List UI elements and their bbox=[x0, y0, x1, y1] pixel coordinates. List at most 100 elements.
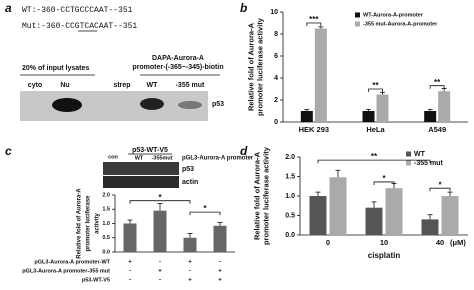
y-tick-label: 2.0 bbox=[102, 192, 110, 198]
significance-label: * bbox=[158, 193, 162, 202]
y-tick-label: 1.5 bbox=[285, 173, 295, 180]
row-label: pGL3-Aurora-A promoter-WT bbox=[34, 259, 110, 265]
significance-bracket bbox=[368, 88, 383, 92]
bar bbox=[153, 210, 167, 252]
row-sign: + bbox=[188, 260, 192, 266]
legend-swatch bbox=[406, 160, 411, 166]
significance-bracket bbox=[189, 211, 221, 216]
significance-label: ** bbox=[371, 152, 378, 161]
lane-label: cyto bbox=[28, 82, 42, 89]
y-tick-label: 1.0 bbox=[285, 193, 295, 200]
bar bbox=[365, 207, 383, 235]
x-tick-label: 40 bbox=[436, 238, 444, 247]
y-tick-label: 4 bbox=[274, 75, 278, 82]
row-sign: - bbox=[219, 260, 221, 266]
legend-label: -355 mut-Aurora-A-promoter bbox=[363, 21, 438, 27]
y-tick-label: 2 bbox=[274, 97, 278, 104]
blot-label: p53-WT-V5 bbox=[132, 147, 168, 154]
significance-bracket bbox=[317, 159, 431, 164]
bar bbox=[123, 223, 137, 252]
y-tick-label: 8 bbox=[274, 31, 278, 38]
panel-letter: d bbox=[240, 144, 248, 158]
blot-band bbox=[140, 98, 164, 110]
legend-swatch bbox=[355, 21, 360, 27]
row-sign: + bbox=[158, 269, 162, 275]
y-tick-label: 0.5 bbox=[285, 212, 295, 219]
lane-label: WT bbox=[147, 82, 159, 89]
significance-label: *** bbox=[309, 15, 319, 24]
significance-bracket bbox=[373, 181, 395, 185]
blot-band bbox=[52, 98, 82, 112]
row-label: p53-WT-V5 bbox=[82, 277, 110, 283]
band-label: actin bbox=[182, 179, 198, 186]
bar bbox=[385, 188, 403, 235]
x-unit: (μM) bbox=[450, 238, 466, 247]
lane-label: Nu bbox=[60, 82, 69, 89]
sequence: Mut:-360-CCGTCACAAT--351 bbox=[22, 22, 137, 31]
legend-swatch bbox=[406, 151, 411, 157]
bar bbox=[300, 111, 313, 122]
x-axis-label: cisplatin bbox=[368, 251, 401, 260]
x-tick-label: 10 bbox=[380, 238, 388, 247]
lane-label: -355 mut bbox=[176, 82, 205, 89]
bar bbox=[183, 237, 197, 252]
input-label: 20% of input lysates bbox=[22, 65, 89, 72]
row-sign: + bbox=[188, 278, 192, 284]
lane-label: strep bbox=[113, 82, 130, 89]
bar bbox=[376, 94, 389, 122]
y-tick-label: 1.5 bbox=[102, 207, 110, 213]
panel-letter: b bbox=[240, 1, 247, 15]
y-axis-label: Relative fold of Aurora-A bbox=[246, 22, 255, 111]
y-tick-label: 1.0 bbox=[102, 221, 110, 227]
bar bbox=[424, 111, 437, 122]
row-sign: - bbox=[159, 260, 161, 266]
x-tick-label: HeLa bbox=[366, 125, 385, 134]
dapa-label: DAPA-Aurora-A bbox=[152, 55, 204, 62]
significance-bracket bbox=[306, 22, 322, 26]
lane-label: WT bbox=[135, 155, 144, 161]
blot bbox=[103, 162, 179, 175]
y-tick-label: 10 bbox=[270, 9, 278, 16]
y-tick-label: 0.0 bbox=[285, 232, 295, 239]
row-sign: - bbox=[129, 278, 131, 284]
lane-label: con bbox=[108, 154, 118, 160]
x-tick-label: 0 bbox=[326, 238, 330, 247]
bar bbox=[309, 196, 327, 235]
bar bbox=[362, 111, 375, 122]
bar bbox=[329, 177, 347, 235]
y-tick-label: 0 bbox=[274, 119, 278, 126]
y-axis-label: Relative fold of Aurora-A bbox=[77, 188, 83, 259]
significance-bracket bbox=[429, 85, 445, 89]
legend-swatch bbox=[355, 12, 360, 18]
row-sign: - bbox=[189, 269, 191, 275]
y-axis-label: Relative fold of Aurora-A bbox=[252, 151, 261, 240]
bar bbox=[314, 28, 327, 122]
y-axis-label: activity bbox=[95, 213, 101, 234]
bar bbox=[441, 196, 459, 235]
panel-letter: a bbox=[5, 1, 12, 15]
bar bbox=[421, 219, 439, 235]
significance-bracket bbox=[429, 187, 451, 192]
row-sign: - bbox=[159, 278, 161, 284]
legend-label: WT-Aurora-A-promoter bbox=[363, 12, 424, 18]
significance-label: ** bbox=[372, 81, 379, 90]
row-sign: + bbox=[218, 269, 222, 275]
sequence: WT:-360-CCTGCCCAAT--351 bbox=[22, 6, 133, 15]
y-axis-label: promoter luciferase bbox=[86, 195, 92, 252]
x-tick-label: A549 bbox=[428, 125, 446, 134]
bar bbox=[438, 91, 451, 122]
significance-label: * bbox=[203, 204, 207, 213]
significance-label: * bbox=[438, 180, 442, 189]
band-label: p53 bbox=[182, 166, 194, 173]
significance-bracket bbox=[129, 200, 191, 204]
blot-band bbox=[178, 101, 202, 109]
y-tick-label: 2.0 bbox=[285, 154, 295, 161]
y-axis-label: promoter luciferase activity bbox=[261, 146, 270, 245]
y-axis-label: promoter luciferase activity bbox=[255, 17, 264, 116]
blot-label: pGL3-Aurora-A promoter bbox=[182, 156, 254, 162]
x-tick-label: HEK 293 bbox=[299, 125, 329, 134]
y-tick-label: 6 bbox=[274, 53, 278, 60]
legend-label: WT bbox=[414, 151, 426, 158]
significance-label: ** bbox=[434, 78, 441, 87]
